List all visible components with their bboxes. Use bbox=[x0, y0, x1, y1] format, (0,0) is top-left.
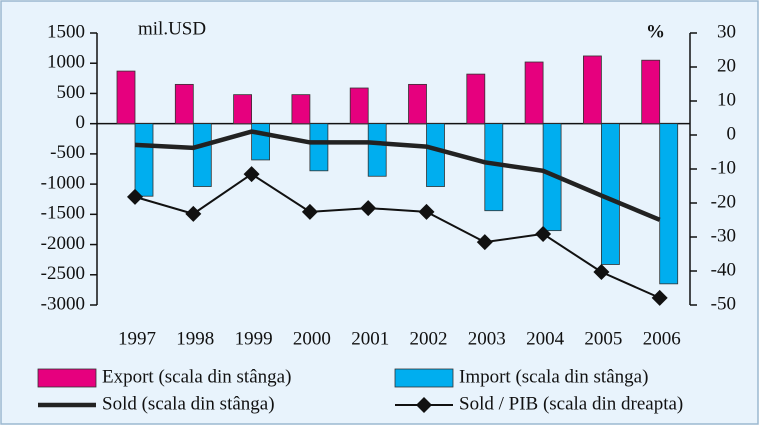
y-tick-label: 1500 bbox=[47, 21, 85, 42]
marker bbox=[185, 205, 202, 222]
bar bbox=[408, 83, 427, 125]
marker bbox=[418, 203, 435, 220]
legend-label: Sold / PIB (scala din dreapta) bbox=[459, 393, 683, 414]
bar bbox=[291, 94, 311, 125]
line bbox=[134, 129, 661, 222]
y2-tick-label: -40 bbox=[711, 259, 736, 280]
bar bbox=[641, 59, 661, 125]
legend-marker bbox=[416, 397, 432, 413]
bar bbox=[134, 123, 154, 197]
bar bbox=[659, 123, 679, 285]
bar bbox=[174, 83, 194, 125]
x-tick-label: 1998 bbox=[176, 328, 214, 349]
marker bbox=[535, 225, 552, 242]
x-tick-label: 1997 bbox=[118, 328, 156, 349]
y-tick-label: -2500 bbox=[41, 263, 85, 284]
line bbox=[134, 172, 661, 299]
x-tick-label: 2004 bbox=[526, 328, 565, 349]
legend-label: Export (scala din stânga) bbox=[102, 366, 291, 387]
y-tick-label: -500 bbox=[50, 142, 85, 163]
marker bbox=[593, 264, 610, 281]
y-tick-label: -1500 bbox=[41, 203, 85, 224]
y-tick-label: 0 bbox=[76, 112, 86, 133]
bar bbox=[192, 123, 212, 187]
y2-tick-label: 10 bbox=[717, 89, 736, 110]
bar bbox=[367, 123, 387, 177]
y2-tick-label: 0 bbox=[727, 123, 737, 144]
x-tick-label: 2003 bbox=[468, 328, 506, 349]
x-tick-label: 2006 bbox=[643, 328, 681, 349]
bar bbox=[251, 123, 271, 161]
bar bbox=[426, 123, 445, 187]
bar bbox=[524, 61, 544, 125]
bar bbox=[309, 123, 329, 172]
marker bbox=[360, 200, 377, 217]
bar bbox=[466, 73, 486, 125]
marker bbox=[476, 234, 493, 251]
y-tick-label: 1000 bbox=[47, 52, 85, 73]
y2-tick-label: -30 bbox=[711, 225, 736, 246]
x-tick-label: 2001 bbox=[351, 328, 389, 349]
marker bbox=[243, 166, 260, 183]
y2-tick-label: -10 bbox=[711, 157, 736, 178]
marker bbox=[651, 289, 668, 306]
bar bbox=[601, 123, 620, 265]
legend-label: Sold (scala din stânga) bbox=[102, 393, 275, 414]
y2-axis-label: % bbox=[646, 21, 665, 42]
y-tick-label: -3000 bbox=[41, 293, 85, 314]
x-tick-label: 1999 bbox=[235, 328, 273, 349]
bar bbox=[349, 87, 369, 125]
bar bbox=[116, 70, 136, 125]
bar bbox=[583, 55, 602, 125]
marker bbox=[127, 188, 143, 205]
legend-swatch bbox=[394, 368, 454, 388]
y2-tick-label: 30 bbox=[717, 21, 736, 42]
y-tick-label: -1000 bbox=[41, 172, 85, 193]
x-tick-label: 2005 bbox=[584, 328, 622, 349]
y-tick-label: -2000 bbox=[41, 233, 85, 254]
x-tick-label: 2000 bbox=[293, 328, 331, 349]
x-tick-label: 2002 bbox=[410, 328, 448, 349]
legend-swatch bbox=[37, 368, 97, 388]
y2-tick-label: -50 bbox=[711, 293, 736, 314]
y2-tick-label: 20 bbox=[717, 55, 736, 76]
bar bbox=[233, 94, 253, 125]
bar bbox=[484, 123, 504, 212]
marker bbox=[301, 203, 318, 220]
y-tick-label: 500 bbox=[57, 82, 86, 103]
y2-tick-label: -20 bbox=[711, 191, 736, 212]
y-axis-label: mil.USD bbox=[138, 18, 206, 39]
legend-label: Import (scala din stânga) bbox=[459, 366, 648, 387]
